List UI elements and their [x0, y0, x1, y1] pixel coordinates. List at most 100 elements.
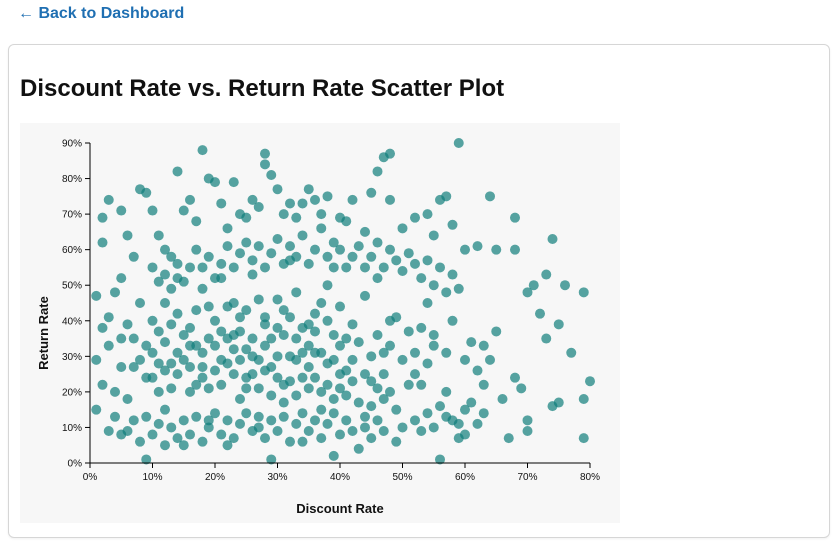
data-point — [135, 354, 145, 365]
data-point — [447, 315, 458, 326]
data-point — [328, 330, 339, 340]
data-point — [228, 177, 239, 188]
data-point — [235, 354, 245, 365]
data-point — [403, 379, 414, 390]
data-point — [241, 305, 252, 316]
x-tick-label: 80% — [580, 472, 600, 483]
data-point — [172, 369, 183, 380]
data-point — [403, 248, 414, 259]
data-point — [291, 354, 302, 365]
data-point — [253, 354, 264, 365]
data-point — [385, 340, 395, 351]
data-point — [97, 379, 108, 390]
data-point — [103, 340, 114, 351]
data-point — [166, 422, 177, 433]
data-point — [235, 248, 245, 259]
data-point — [260, 319, 270, 330]
data-point — [216, 258, 227, 269]
data-point — [472, 365, 483, 376]
data-point — [422, 358, 433, 369]
data-point — [472, 241, 483, 252]
data-point — [122, 394, 133, 404]
data-point — [197, 436, 208, 447]
data-point — [197, 372, 208, 383]
data-point — [372, 237, 383, 248]
data-point — [241, 212, 252, 223]
data-point — [191, 411, 202, 422]
data-point — [241, 408, 252, 419]
back-to-dashboard-link[interactable]: ← Back to Dashboard — [18, 5, 185, 22]
data-point — [553, 397, 564, 408]
data-point — [272, 426, 283, 436]
data-point — [366, 401, 377, 412]
data-point — [478, 408, 489, 419]
data-point — [416, 426, 427, 436]
data-point — [485, 191, 495, 202]
data-point — [360, 290, 370, 301]
data-point — [291, 212, 302, 223]
data-point — [428, 340, 439, 351]
data-point — [110, 411, 120, 422]
data-point — [416, 322, 427, 333]
data-point — [260, 148, 270, 159]
data-point — [297, 408, 308, 419]
data-point — [478, 379, 489, 390]
data-point — [185, 322, 195, 333]
data-point — [372, 383, 383, 394]
data-point — [166, 283, 177, 294]
data-point — [172, 347, 183, 358]
y-tick-label: 70% — [62, 210, 82, 221]
data-point — [266, 390, 277, 401]
data-point — [391, 312, 402, 323]
data-point — [578, 287, 589, 298]
data-point — [197, 145, 208, 156]
data-point — [328, 354, 339, 365]
data-point — [422, 255, 433, 266]
data-point — [153, 418, 164, 429]
data-point — [197, 362, 208, 372]
data-point — [410, 258, 420, 269]
data-point — [160, 404, 170, 415]
data-point — [316, 298, 327, 308]
data-point — [303, 258, 314, 269]
data-point — [260, 159, 270, 170]
data-point — [272, 351, 283, 362]
data-point — [310, 415, 320, 426]
data-point — [147, 315, 158, 326]
data-point — [185, 386, 195, 397]
data-point — [247, 194, 258, 205]
data-point — [341, 415, 352, 426]
y-tick-label: 50% — [62, 281, 82, 292]
data-point — [372, 415, 383, 426]
data-point — [360, 369, 370, 380]
data-point — [497, 394, 508, 404]
data-point — [203, 251, 214, 262]
data-point — [322, 280, 333, 291]
data-point — [360, 226, 370, 237]
x-tick-label: 60% — [455, 472, 475, 483]
data-point — [272, 294, 283, 305]
data-point — [216, 429, 227, 440]
data-point — [116, 362, 127, 372]
data-point — [322, 315, 333, 326]
data-point — [291, 287, 302, 298]
data-point — [253, 202, 264, 212]
data-point — [203, 422, 214, 433]
data-point — [353, 241, 364, 252]
data-point — [553, 319, 564, 330]
data-point — [335, 383, 345, 394]
data-point — [203, 301, 214, 312]
data-point — [185, 362, 195, 372]
data-point — [328, 450, 339, 461]
data-point — [278, 411, 289, 422]
data-point — [247, 426, 258, 436]
data-point — [216, 354, 227, 365]
data-point — [110, 287, 120, 298]
data-point — [391, 404, 402, 415]
data-point — [422, 298, 433, 308]
data-point — [222, 440, 233, 451]
data-point — [310, 308, 320, 319]
data-point — [216, 326, 227, 337]
data-point — [353, 337, 364, 348]
data-point — [197, 262, 208, 273]
